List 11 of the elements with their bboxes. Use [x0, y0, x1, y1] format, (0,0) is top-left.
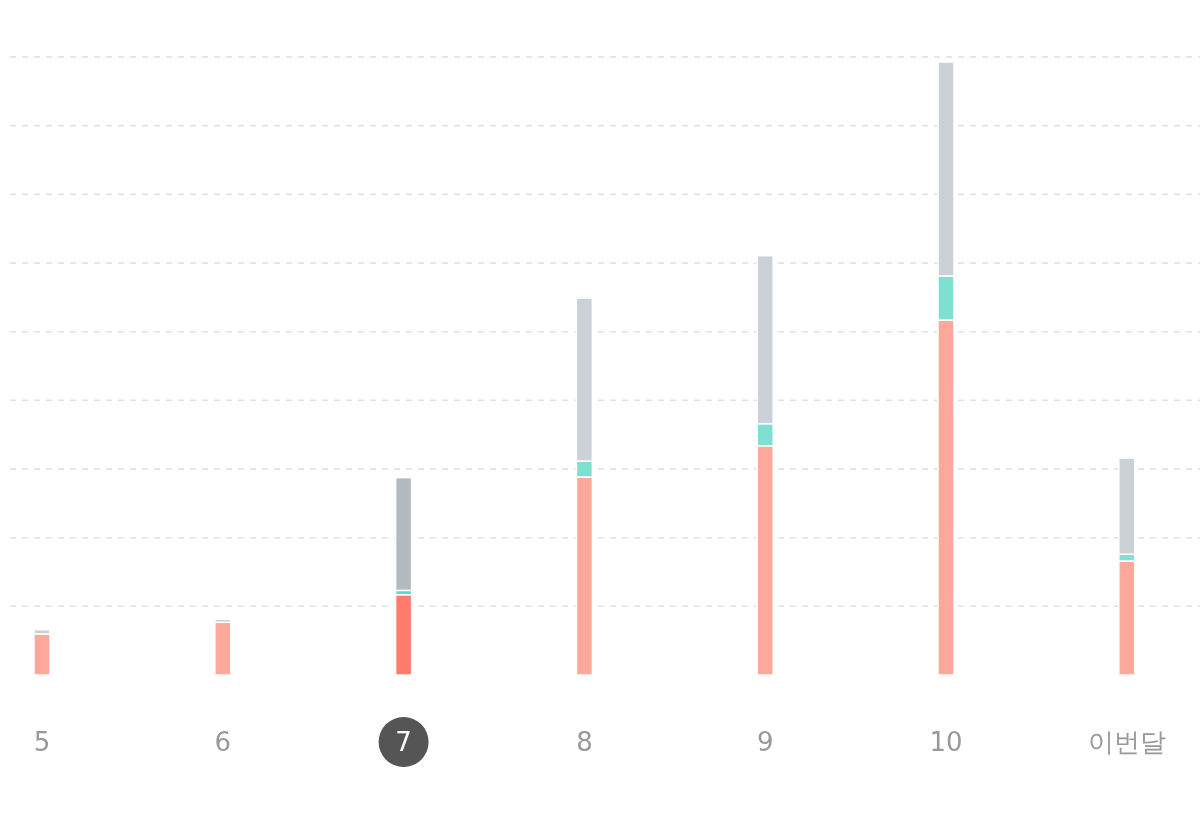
x-tick-label: 6: [214, 727, 232, 757]
x-tick-label: 이번달: [1087, 727, 1166, 757]
bar: [394, 593, 413, 676]
x-tick-label: 9: [756, 727, 774, 757]
x-tick-label: 8: [576, 727, 593, 757]
bar: [33, 633, 51, 676]
bar: [214, 621, 232, 676]
x-tick-label: 7: [395, 727, 412, 757]
x-tick-label: 5: [33, 727, 51, 757]
bar: [394, 476, 413, 592]
x-tick-label: 10: [929, 727, 963, 757]
